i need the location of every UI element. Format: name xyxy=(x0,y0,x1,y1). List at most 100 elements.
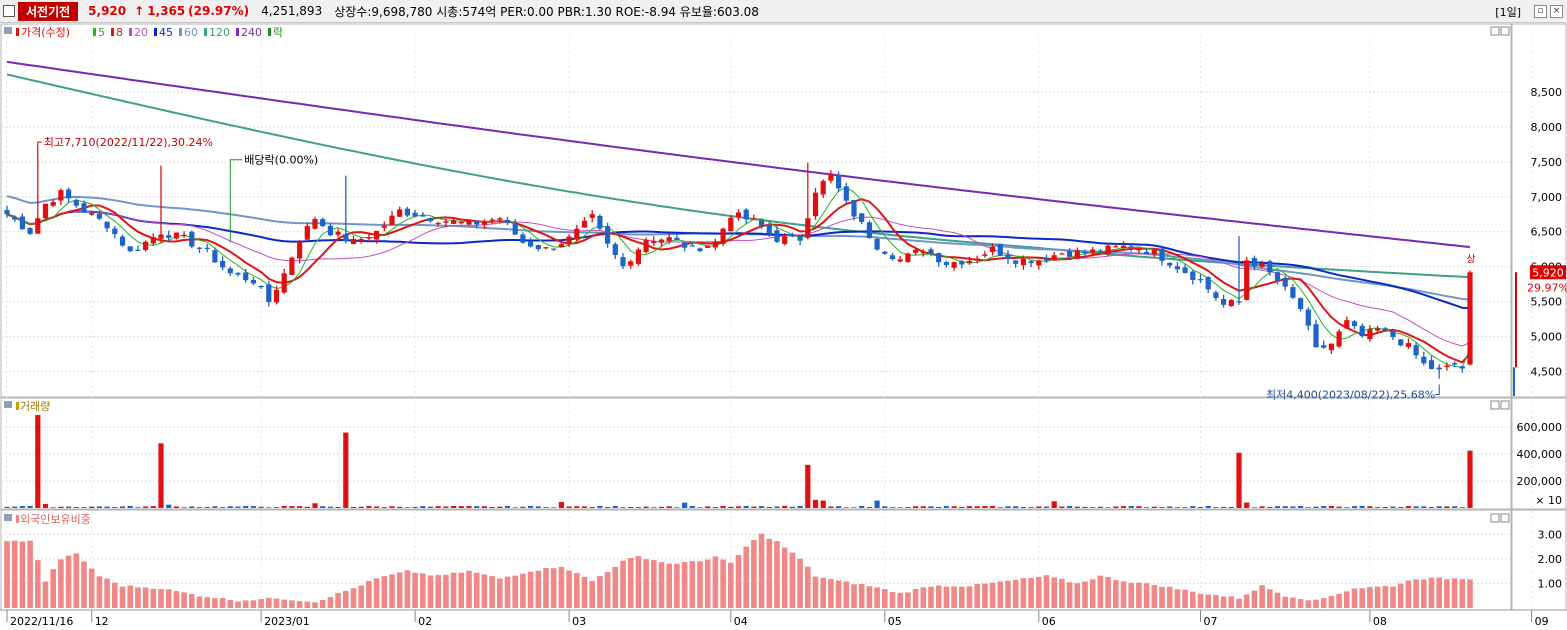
foreign-bar xyxy=(135,587,141,608)
volume-bar xyxy=(35,415,41,508)
volume-bar xyxy=(1074,506,1080,508)
panel-close-icon[interactable] xyxy=(1500,26,1510,36)
candle-body xyxy=(666,237,672,242)
volume-bar xyxy=(766,506,772,508)
panel-collapse-icon xyxy=(4,401,12,408)
candle-body xyxy=(751,218,757,220)
foreign-bar xyxy=(574,573,580,608)
volume-bar xyxy=(173,506,179,508)
candle-body xyxy=(1043,258,1050,261)
stock-name[interactable]: 서전기전 xyxy=(18,1,79,21)
foreign-bar xyxy=(281,599,287,608)
volume-bar xyxy=(566,506,572,508)
candle-body xyxy=(189,231,195,247)
panel-max-icon[interactable] xyxy=(1490,400,1500,410)
volume-bar xyxy=(720,505,726,508)
volume-bar xyxy=(682,502,688,508)
period-selector[interactable]: [1일] xyxy=(1495,6,1521,19)
foreign-bar xyxy=(512,575,518,608)
volume-bar xyxy=(1090,507,1096,508)
volume-bar xyxy=(612,506,618,508)
foreign-bar xyxy=(473,572,480,608)
candle-body xyxy=(1321,345,1327,348)
legend-label: 60 xyxy=(184,26,198,39)
volume-bar xyxy=(1013,506,1019,508)
volume-bar xyxy=(1228,507,1234,508)
panel-max-icon[interactable] xyxy=(1490,513,1500,523)
foreign-bar xyxy=(982,583,988,608)
volume-bar xyxy=(1367,506,1373,508)
candle-body xyxy=(643,239,649,253)
volume-bar xyxy=(797,505,803,508)
candle-body xyxy=(1005,254,1011,260)
foreign-bar xyxy=(1120,581,1127,608)
foreign-bar xyxy=(589,580,595,608)
candle-body xyxy=(974,258,980,260)
foreign-bar xyxy=(1097,575,1104,608)
foreign-bar xyxy=(789,552,796,608)
foreign-bar xyxy=(1036,576,1042,608)
foreign-bar xyxy=(4,541,10,608)
foreign-tick-label: 1.00 xyxy=(1538,577,1563,590)
candle-body xyxy=(497,218,503,220)
volume-tick-label: 200,000 xyxy=(1517,475,1563,488)
panel-close-icon[interactable] xyxy=(1500,400,1510,410)
foreign-bar xyxy=(1267,589,1273,608)
candle-body xyxy=(543,247,549,249)
panel-close-icon[interactable] xyxy=(1500,513,1510,523)
candle-body xyxy=(1359,325,1365,337)
candle-body xyxy=(1205,277,1211,290)
foreign-bar xyxy=(1236,598,1242,608)
volume-bar xyxy=(943,506,949,508)
checkbox-icon[interactable] xyxy=(3,5,15,17)
volume-bar xyxy=(489,507,495,508)
volume-bar xyxy=(520,506,526,508)
foreign-bar xyxy=(1320,598,1327,608)
volume-bar xyxy=(1174,507,1180,508)
foreign-bar xyxy=(1297,599,1304,608)
close-icon[interactable]: × xyxy=(1550,5,1563,18)
volume-bar xyxy=(820,500,826,508)
candle-body xyxy=(1028,261,1034,264)
candle-body xyxy=(1444,365,1450,368)
candle-body xyxy=(96,213,102,219)
legend-label: 20 xyxy=(134,26,148,39)
candle-body xyxy=(381,225,387,228)
volume-bar xyxy=(73,506,79,508)
foreign-bar xyxy=(73,553,80,608)
foreign-bar xyxy=(1128,582,1134,608)
volume-bar xyxy=(89,506,95,508)
volume-bar xyxy=(227,506,233,508)
volume-bar xyxy=(1436,506,1442,508)
volume-bar xyxy=(320,506,326,508)
volume-bar xyxy=(273,507,280,508)
candle-body xyxy=(843,186,849,201)
foreign-bar xyxy=(389,574,395,608)
volume-bar xyxy=(1467,450,1473,508)
volume-bar xyxy=(928,506,934,508)
candle-body xyxy=(620,257,626,267)
volume-bar xyxy=(27,505,33,508)
restore-icon[interactable]: ▫ xyxy=(1534,5,1547,18)
foreign-bar xyxy=(959,586,965,608)
volume-bar xyxy=(335,507,341,508)
foreign-bar xyxy=(889,592,896,608)
volume-bar xyxy=(759,506,765,508)
axis-frame-0 xyxy=(1511,23,1567,398)
volume-bar xyxy=(558,501,564,508)
foreign-bar xyxy=(943,586,950,608)
volume-bar xyxy=(12,506,18,508)
volume-bar xyxy=(1382,506,1388,508)
foreign-bar xyxy=(728,562,734,608)
ma8-line xyxy=(6,198,1471,364)
date-tick-label: 09 xyxy=(1535,615,1549,628)
candle-body xyxy=(281,273,287,293)
foreign-bar xyxy=(1436,577,1442,608)
candle-body xyxy=(89,213,95,215)
price-tick-label: 8,000 xyxy=(1531,121,1563,134)
trade-volume: 4,251,893 xyxy=(261,4,323,18)
panel-max-icon[interactable] xyxy=(1490,26,1500,36)
volume-bar xyxy=(1251,507,1257,508)
legend-label: 락 xyxy=(273,26,283,39)
